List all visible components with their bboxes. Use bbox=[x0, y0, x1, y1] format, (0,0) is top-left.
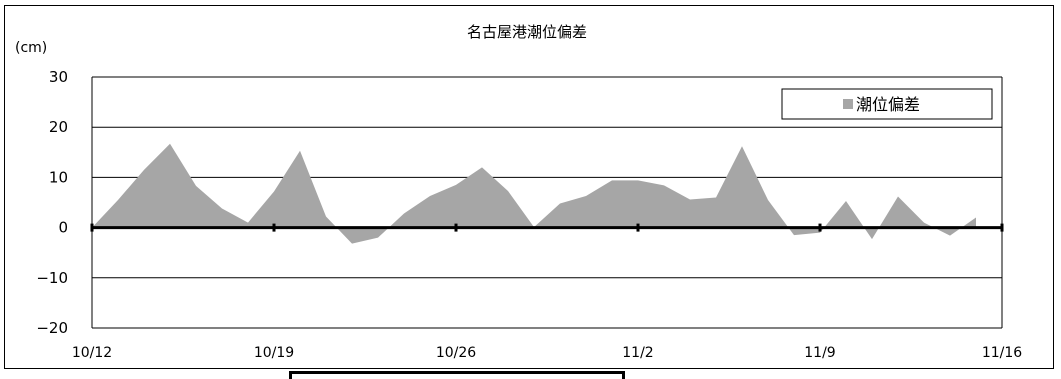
data-point-12 bbox=[403, 213, 405, 215]
chart-title: 名古屋港潮位偏差 bbox=[467, 23, 587, 41]
x-tick-label-1: 10/19 bbox=[254, 345, 294, 361]
data-point-32 bbox=[923, 222, 925, 224]
data-point-27 bbox=[793, 234, 795, 236]
data-point-4 bbox=[195, 185, 197, 187]
data-point-21 bbox=[637, 179, 639, 181]
data-point-26 bbox=[767, 199, 769, 201]
data-point-20 bbox=[611, 179, 613, 181]
bottom-divider-left-edge bbox=[289, 371, 292, 379]
y-tick-label-20: 20 bbox=[49, 118, 68, 136]
data-point-7 bbox=[273, 190, 275, 192]
x-tick-label-2: 10/26 bbox=[436, 345, 476, 361]
data-point-15 bbox=[481, 166, 483, 168]
data-point-10 bbox=[351, 243, 353, 245]
y-tick-label--10: −10 bbox=[36, 269, 68, 287]
data-point-13 bbox=[429, 195, 431, 197]
y-axis-unit-label: (cm) bbox=[15, 40, 47, 56]
legend-box bbox=[781, 88, 993, 120]
x-tick-label-3: 11/2 bbox=[622, 345, 653, 361]
data-point-2 bbox=[143, 169, 145, 171]
bottom-divider-right-edge bbox=[622, 371, 625, 379]
legend-label: 潮位偏差 bbox=[856, 95, 920, 114]
data-point-22 bbox=[663, 184, 665, 186]
data-point-29 bbox=[845, 200, 847, 202]
data-point-16 bbox=[507, 190, 509, 192]
data-point-30 bbox=[871, 238, 873, 240]
y-tick-label-0: 0 bbox=[58, 219, 68, 237]
data-point-23 bbox=[689, 198, 691, 200]
data-point-19 bbox=[585, 195, 587, 197]
legend-swatch bbox=[843, 99, 853, 109]
data-point-9 bbox=[325, 216, 327, 218]
data-point-11 bbox=[377, 237, 379, 239]
y-tick-label-10: 10 bbox=[49, 168, 68, 186]
data-point-34 bbox=[975, 217, 977, 219]
data-point-3 bbox=[169, 143, 171, 145]
y-tick-label--20: −20 bbox=[36, 319, 68, 337]
y-tick-label-30: 30 bbox=[49, 68, 68, 86]
data-point-14 bbox=[455, 184, 457, 186]
data-point-18 bbox=[559, 203, 561, 205]
data-point-6 bbox=[247, 222, 249, 224]
data-point-31 bbox=[897, 195, 899, 197]
x-tick-label-5: 11/16 bbox=[982, 345, 1022, 361]
data-point-33 bbox=[949, 235, 951, 237]
data-point-8 bbox=[299, 150, 301, 152]
data-point-25 bbox=[741, 145, 743, 147]
data-point-28 bbox=[819, 232, 821, 234]
x-tick-label-4: 11/9 bbox=[804, 345, 835, 361]
data-point-24 bbox=[715, 196, 717, 198]
x-tick-label-0: 10/12 bbox=[72, 345, 112, 361]
series-area-0 bbox=[92, 143, 976, 244]
bottom-divider-bar bbox=[289, 371, 625, 374]
data-point-5 bbox=[221, 208, 223, 210]
data-point-1 bbox=[117, 199, 119, 201]
